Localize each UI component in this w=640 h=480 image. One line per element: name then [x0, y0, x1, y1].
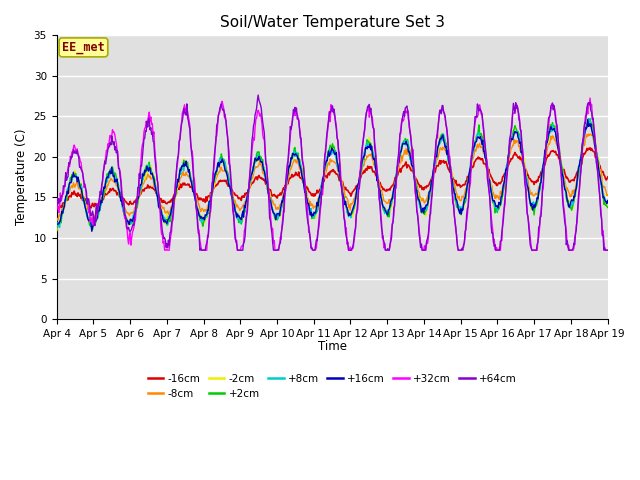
Y-axis label: Temperature (C): Temperature (C) — [15, 129, 28, 226]
Legend: -16cm, -8cm, -2cm, +2cm, +8cm, +16cm, +32cm, +64cm: -16cm, -8cm, -2cm, +2cm, +8cm, +16cm, +3… — [143, 370, 521, 403]
Text: EE_met: EE_met — [62, 41, 105, 54]
X-axis label: Time: Time — [317, 340, 347, 353]
Title: Soil/Water Temperature Set 3: Soil/Water Temperature Set 3 — [220, 15, 445, 30]
